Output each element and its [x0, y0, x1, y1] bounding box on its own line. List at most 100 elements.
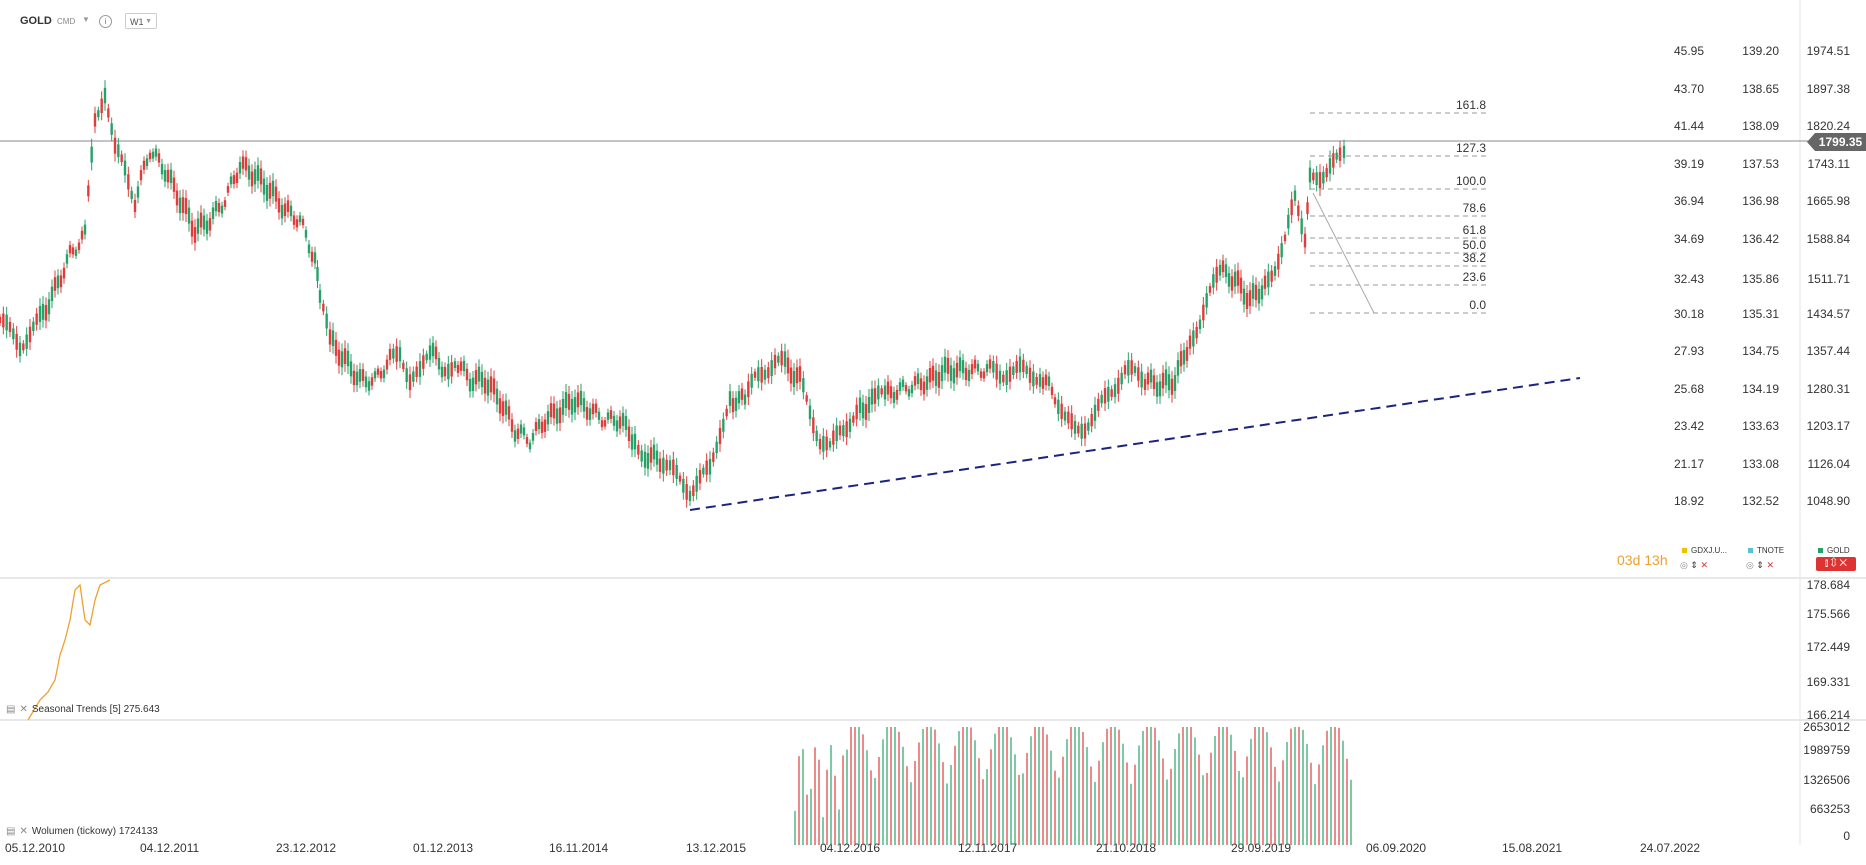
- candle-body: [1338, 147, 1342, 161]
- legend-gold-controls: ⫾ ⇕ ✕: [1816, 557, 1856, 571]
- fib-level-label: 0.0: [1469, 298, 1486, 312]
- candle-body: [1318, 172, 1322, 189]
- candle-body: [886, 381, 890, 395]
- seasonal-indicator-label[interactable]: ▤ ✕ Seasonal Trends [5] 275.643: [6, 704, 160, 715]
- close-icon[interactable]: ✕: [1839, 558, 1848, 569]
- candle-body: [513, 430, 517, 442]
- settings-icon[interactable]: ▤: [6, 704, 16, 715]
- eye-icon[interactable]: ◎: [1746, 560, 1754, 570]
- candle-body: [450, 362, 453, 377]
- axis-tick-label: 1897.38: [1807, 82, 1851, 96]
- timer-days-unit: d: [1632, 552, 1641, 568]
- chevron-down-icon[interactable]: ▼: [82, 15, 90, 24]
- candle-body: [280, 204, 284, 219]
- candle-type-icon[interactable]: ⫾: [1824, 558, 1829, 569]
- candle-body: [1260, 285, 1264, 300]
- legend-gold[interactable]: GOLD: [1818, 546, 1850, 555]
- candle-body: [1137, 367, 1140, 381]
- candle-body: [528, 442, 532, 450]
- candle-body: [1328, 158, 1332, 174]
- date-tick-label: 23.12.2012: [276, 841, 336, 855]
- candle-body: [238, 162, 242, 174]
- candle-body: [852, 415, 855, 423]
- candle-body: [1012, 366, 1015, 375]
- reorder-icon[interactable]: ⇕: [1830, 558, 1837, 569]
- candle-body: [259, 168, 263, 185]
- legend-label: GDXJ.U...: [1691, 546, 1728, 555]
- close-icon[interactable]: ✕: [19, 704, 28, 715]
- candle-body: [325, 313, 328, 329]
- axis-tick-label: 36.94: [1674, 194, 1704, 208]
- candle-body: [525, 437, 529, 444]
- legend-gdxj[interactable]: GDXJ.U...: [1682, 546, 1727, 555]
- candle-body: [1335, 152, 1338, 160]
- candle-body: [318, 290, 322, 303]
- candle-body: [392, 348, 395, 359]
- candle-body: [540, 421, 544, 433]
- candle-body: [465, 368, 469, 381]
- candle-body: [546, 411, 550, 425]
- candle-body: [1002, 374, 1005, 383]
- close-icon[interactable]: ✕: [1766, 560, 1774, 570]
- candle-body: [322, 303, 325, 312]
- candle-body: [1140, 371, 1143, 388]
- axis-tick-label: 178.684: [1807, 578, 1851, 592]
- candle-body: [675, 464, 678, 479]
- reorder-icon[interactable]: ⇕: [1690, 560, 1698, 570]
- candle-body: [808, 405, 812, 420]
- candle-body: [770, 360, 773, 377]
- legend-tnote[interactable]: TNOTE: [1748, 546, 1784, 555]
- candle-body: [940, 365, 944, 382]
- candle-body: [1070, 413, 1073, 430]
- symbol-label[interactable]: GOLD: [20, 15, 52, 27]
- candle-body: [15, 333, 18, 350]
- candle-body: [662, 457, 665, 474]
- timeframe-select[interactable]: W1 ▼: [125, 13, 157, 29]
- candle-body: [103, 87, 107, 104]
- axis-tick-label: 1974.51: [1807, 44, 1851, 58]
- candle-body: [964, 367, 968, 380]
- eye-icon[interactable]: ◎: [1680, 560, 1688, 570]
- candle-body: [760, 366, 763, 383]
- axis-tick-label: 1588.84: [1807, 232, 1851, 246]
- candle-body: [792, 371, 796, 388]
- candle-body: [1254, 284, 1258, 301]
- candle-body: [38, 306, 42, 322]
- candle-body: [358, 369, 362, 382]
- candle-body: [1218, 264, 1222, 276]
- candle-body: [220, 205, 224, 214]
- candle-body: [1152, 375, 1156, 390]
- axis-tick-label: 1665.98: [1807, 194, 1851, 208]
- candle-body: [985, 364, 989, 373]
- volume-indicator-label[interactable]: ▤ ✕ Wolumen (tickowy) 1724133: [6, 826, 158, 837]
- reorder-icon[interactable]: ⇕: [1756, 560, 1764, 570]
- candle-body: [277, 198, 281, 213]
- candle-body: [1110, 389, 1113, 397]
- axis-tick-label: 21.17: [1674, 457, 1704, 471]
- axis-tick-label: 18.92: [1674, 494, 1704, 508]
- settings-icon[interactable]: ▤: [6, 826, 16, 837]
- candle-body: [133, 199, 137, 213]
- fib-level-label: 50.0: [1463, 238, 1487, 252]
- candle-body: [646, 453, 650, 469]
- candle-body: [747, 381, 750, 398]
- close-icon[interactable]: ✕: [1700, 560, 1708, 570]
- candle-body: [1267, 271, 1270, 288]
- candle-body: [352, 370, 356, 386]
- candle-body: [120, 154, 123, 163]
- info-icon[interactable]: i: [99, 15, 112, 28]
- candle-body: [842, 425, 845, 437]
- candle-body: [516, 428, 520, 439]
- candle-body: [196, 218, 200, 234]
- axis-tick-label: 132.52: [1742, 494, 1779, 508]
- candle-body: [1198, 319, 1202, 330]
- axis-tick-label: 34.69: [1674, 232, 1704, 246]
- axis-tick-label: 134.19: [1742, 382, 1779, 396]
- candle-body: [1080, 423, 1083, 439]
- close-icon[interactable]: ✕: [19, 826, 28, 837]
- candle-body: [955, 362, 959, 378]
- candle-body: [468, 378, 472, 392]
- candle-body: [447, 363, 450, 380]
- candle-body: [217, 202, 221, 213]
